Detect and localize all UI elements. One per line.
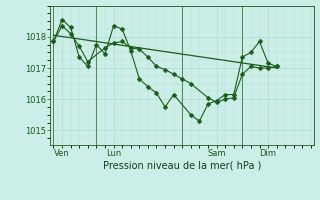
X-axis label: Pression niveau de la mer( hPa ): Pression niveau de la mer( hPa )	[103, 160, 261, 170]
